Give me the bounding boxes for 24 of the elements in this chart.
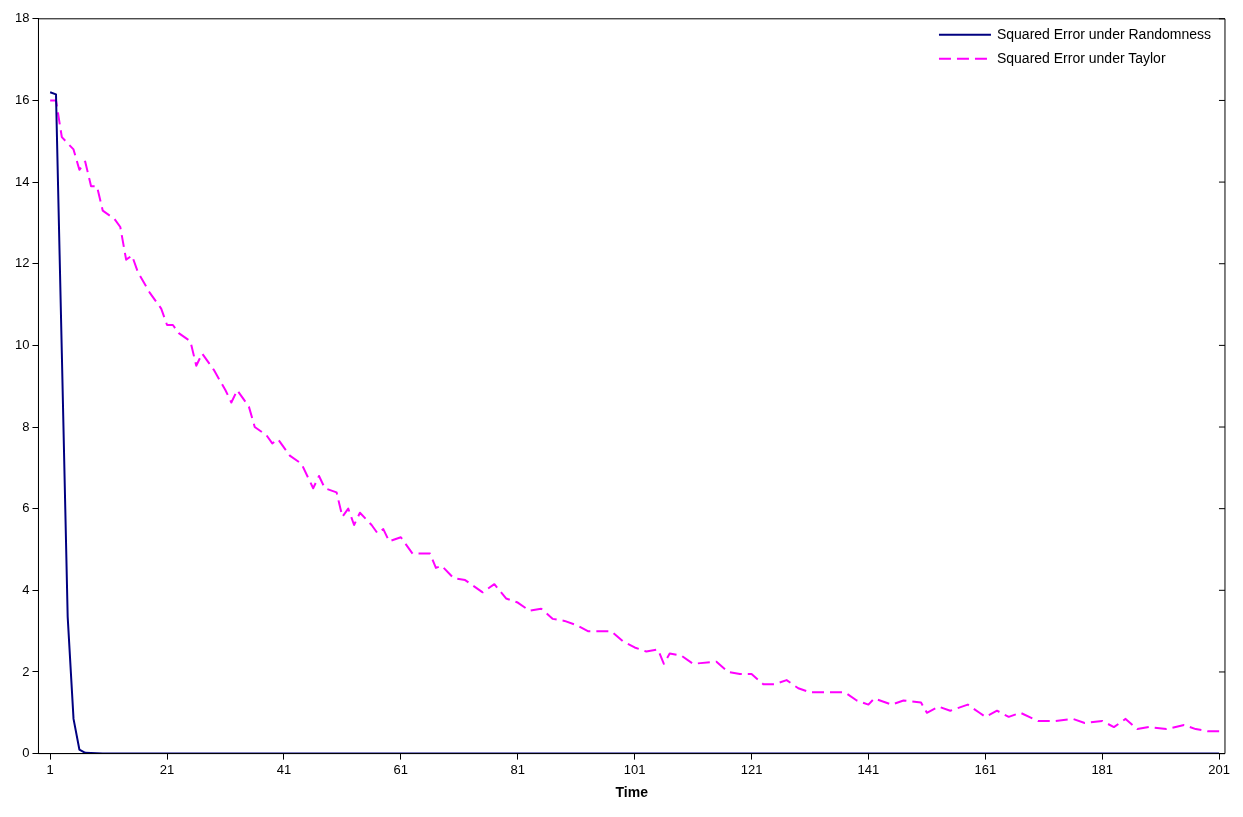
x-tick-label: 81 [510, 761, 525, 777]
y-tick-label: 2 [22, 663, 30, 679]
x-tick-label: 41 [276, 761, 292, 777]
legend-label: Squared Error under Randomness [996, 25, 1211, 42]
x-tick-label: 141 [857, 761, 880, 777]
x-tick-label: 21 [159, 761, 175, 777]
legend-label: Squared Error under Taylor [996, 49, 1166, 66]
x-tick-label: 201 [1208, 761, 1230, 777]
y-tick-label: 6 [22, 500, 30, 516]
x-tick-label: 101 [623, 761, 646, 777]
y-tick-label: 8 [22, 418, 30, 434]
x-tick-label: 61 [393, 761, 409, 777]
x-tick-label: 181 [1091, 761, 1114, 777]
y-tick-label: 18 [14, 10, 30, 26]
y-tick-label: 0 [22, 745, 30, 761]
x-tick-label: 1 [46, 761, 54, 777]
y-tick-label: 4 [22, 581, 30, 597]
x-tick-label: 121 [740, 761, 763, 777]
y-tick-label: 14 [14, 173, 30, 189]
y-tick-label: 12 [14, 255, 30, 271]
x-axis-title: Time [615, 784, 649, 801]
y-tick-label: 10 [14, 336, 30, 352]
y-tick-label: 16 [14, 92, 30, 108]
x-tick-label: 161 [974, 761, 997, 777]
